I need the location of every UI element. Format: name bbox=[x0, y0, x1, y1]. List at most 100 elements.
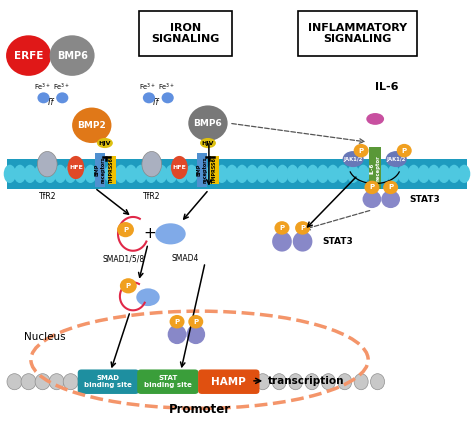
Ellipse shape bbox=[21, 374, 36, 390]
Ellipse shape bbox=[37, 152, 57, 177]
Ellipse shape bbox=[357, 165, 369, 183]
Circle shape bbox=[383, 181, 398, 194]
Ellipse shape bbox=[24, 165, 36, 183]
Text: BMP6: BMP6 bbox=[57, 51, 88, 61]
Text: Fe$^{3+}$: Fe$^{3+}$ bbox=[158, 82, 175, 93]
Text: BMP
receptors: BMP receptors bbox=[197, 156, 208, 183]
Ellipse shape bbox=[185, 165, 198, 183]
Circle shape bbox=[354, 144, 369, 158]
Text: JAK1/2: JAK1/2 bbox=[387, 157, 406, 162]
Ellipse shape bbox=[95, 165, 107, 183]
Text: P: P bbox=[388, 184, 393, 190]
Text: JAK1/2: JAK1/2 bbox=[344, 157, 363, 162]
Ellipse shape bbox=[200, 138, 216, 148]
Circle shape bbox=[120, 278, 137, 294]
Circle shape bbox=[117, 222, 134, 237]
Ellipse shape bbox=[418, 165, 430, 183]
Text: IL-6: IL-6 bbox=[375, 82, 399, 92]
Text: Nucleus: Nucleus bbox=[24, 332, 65, 342]
Text: P: P bbox=[126, 283, 131, 289]
Ellipse shape bbox=[155, 165, 167, 183]
Ellipse shape bbox=[371, 374, 384, 390]
Ellipse shape bbox=[236, 165, 248, 183]
Ellipse shape bbox=[386, 151, 407, 167]
Ellipse shape bbox=[44, 165, 56, 183]
Circle shape bbox=[37, 92, 50, 103]
Circle shape bbox=[6, 35, 51, 76]
Ellipse shape bbox=[448, 165, 460, 183]
Ellipse shape bbox=[272, 374, 286, 390]
Ellipse shape bbox=[428, 165, 440, 183]
Bar bbox=[369, 147, 381, 190]
Ellipse shape bbox=[408, 165, 420, 183]
Ellipse shape bbox=[321, 374, 336, 390]
Ellipse shape bbox=[196, 165, 208, 183]
Circle shape bbox=[170, 315, 184, 328]
Text: P: P bbox=[123, 227, 128, 233]
Ellipse shape bbox=[297, 165, 309, 183]
Text: P: P bbox=[279, 225, 284, 231]
Ellipse shape bbox=[256, 165, 268, 183]
Ellipse shape bbox=[266, 165, 278, 183]
Ellipse shape bbox=[175, 165, 188, 183]
Ellipse shape bbox=[34, 165, 46, 183]
Text: HFE: HFE bbox=[69, 165, 83, 170]
Ellipse shape bbox=[14, 165, 26, 183]
Ellipse shape bbox=[35, 374, 50, 390]
Text: IRON
SIGNALING: IRON SIGNALING bbox=[151, 23, 219, 44]
Circle shape bbox=[365, 181, 379, 194]
Text: Tf: Tf bbox=[151, 98, 159, 107]
Ellipse shape bbox=[226, 165, 238, 183]
Text: P: P bbox=[369, 184, 374, 190]
Text: BMP6: BMP6 bbox=[193, 119, 222, 128]
Bar bbox=[8, 159, 466, 189]
Ellipse shape bbox=[337, 165, 349, 183]
Ellipse shape bbox=[398, 165, 410, 183]
Ellipse shape bbox=[63, 374, 78, 390]
Text: HJV: HJV bbox=[99, 140, 111, 146]
Text: TfR2: TfR2 bbox=[38, 192, 56, 201]
Ellipse shape bbox=[115, 165, 127, 183]
Ellipse shape bbox=[305, 374, 319, 390]
Circle shape bbox=[143, 92, 155, 103]
Text: SMAD1/5/8: SMAD1/5/8 bbox=[102, 254, 145, 263]
Circle shape bbox=[295, 221, 310, 235]
Bar bbox=[95, 153, 105, 187]
Text: TfR2: TfR2 bbox=[143, 192, 161, 201]
Ellipse shape bbox=[317, 165, 329, 183]
Ellipse shape bbox=[438, 165, 450, 183]
FancyBboxPatch shape bbox=[137, 369, 199, 394]
Text: P: P bbox=[193, 319, 198, 325]
Text: P: P bbox=[300, 225, 305, 231]
Text: IL-6
receptor: IL-6 receptor bbox=[370, 155, 380, 181]
Ellipse shape bbox=[293, 231, 312, 252]
Ellipse shape bbox=[458, 165, 470, 183]
Ellipse shape bbox=[84, 165, 97, 183]
Ellipse shape bbox=[256, 374, 270, 390]
Ellipse shape bbox=[276, 165, 289, 183]
Text: STAT
binding site: STAT binding site bbox=[144, 375, 192, 388]
Ellipse shape bbox=[289, 374, 302, 390]
Text: ERFE: ERFE bbox=[14, 51, 43, 61]
Ellipse shape bbox=[74, 165, 87, 183]
Text: STAT3: STAT3 bbox=[410, 195, 440, 204]
Text: P: P bbox=[401, 148, 407, 154]
Ellipse shape bbox=[135, 165, 147, 183]
Circle shape bbox=[274, 221, 290, 235]
Text: STAT3: STAT3 bbox=[323, 237, 354, 246]
Text: BMP2: BMP2 bbox=[77, 121, 106, 130]
Text: INFLAMMATORY
SIGNALING: INFLAMMATORY SIGNALING bbox=[308, 23, 407, 44]
Text: P: P bbox=[358, 148, 364, 154]
Ellipse shape bbox=[171, 156, 188, 179]
Ellipse shape bbox=[363, 190, 381, 208]
Circle shape bbox=[50, 35, 95, 76]
Ellipse shape bbox=[381, 190, 400, 208]
Ellipse shape bbox=[366, 113, 384, 125]
Text: TMPRSS6: TMPRSS6 bbox=[212, 157, 217, 183]
Text: HJV: HJV bbox=[202, 140, 214, 146]
Ellipse shape bbox=[343, 151, 364, 167]
Text: BMP
receptors: BMP receptors bbox=[94, 156, 105, 183]
Circle shape bbox=[56, 92, 68, 103]
Text: TMPRSS6: TMPRSS6 bbox=[109, 157, 114, 183]
Ellipse shape bbox=[216, 165, 228, 183]
